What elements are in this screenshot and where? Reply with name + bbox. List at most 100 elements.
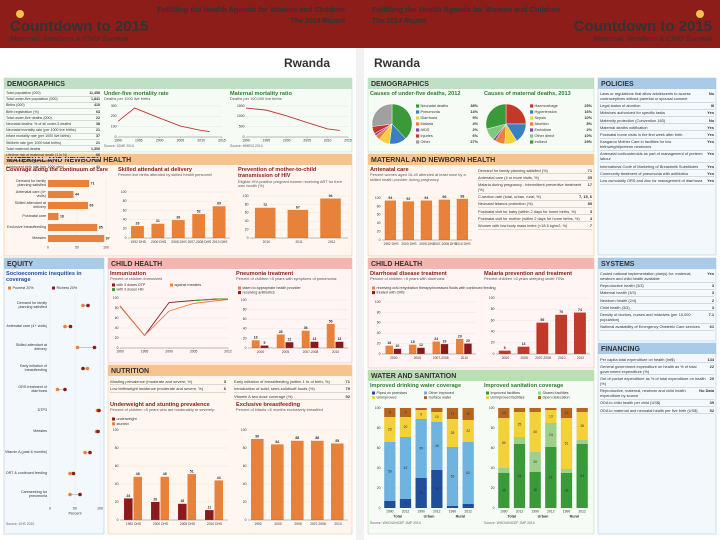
x-tick-label: 0: [49, 506, 51, 510]
stat-row: Early initiation of breastfeeding (withi…: [234, 378, 350, 386]
row-value: 61: [709, 324, 714, 330]
bar: [464, 343, 472, 354]
chart-title: Prevention of mother-to-child transmissi…: [238, 167, 317, 180]
y-tick-label: 20: [115, 500, 119, 504]
stack-segment: [498, 408, 510, 418]
row-value: Yes: [707, 170, 714, 176]
chart-subtitle: Deaths per 100,000 live births: [230, 96, 282, 102]
list-row: Community treatment of pneumonia with an…: [600, 170, 714, 178]
category-label: Measles: [33, 428, 47, 433]
dot: [97, 408, 101, 413]
x-tick-label: 2010: [197, 139, 205, 143]
row-label: Neonatal tetanus protection (%): [478, 201, 533, 207]
x-tick-label: 2000: [257, 350, 265, 354]
bar: [214, 480, 224, 520]
bar: [254, 207, 276, 238]
value-label: 13: [549, 414, 553, 418]
row-value: Yes: [707, 151, 714, 157]
x-tick-label: 2012: [433, 510, 441, 514]
bar: [402, 201, 415, 240]
stack-segment: [560, 473, 573, 508]
category-label: Measles: [32, 235, 46, 240]
y-tick-label: 100: [113, 296, 119, 300]
value-label: 25: [388, 427, 392, 431]
row-label: Births (000): [6, 103, 25, 108]
value-label: 11: [451, 411, 455, 415]
stat-row: Wasting prevalence (moderate and severe,…: [110, 378, 226, 386]
x-tick-label: 2000: [283, 139, 291, 143]
value-label: 9: [420, 412, 422, 416]
value-label: 19: [442, 340, 446, 344]
section-title: CHILD HEALTH: [111, 261, 162, 268]
legend-swatch: [372, 286, 375, 290]
chart-heading: Antenatal care Percent women aged 15-49 a…: [370, 167, 474, 182]
y-tick-label: 100: [375, 300, 381, 304]
x-tick-label: 2007-2008: [433, 356, 449, 360]
x-tick-label: 1990: [417, 510, 425, 514]
y-tick-label: 80: [115, 446, 119, 450]
section-header: [368, 154, 594, 165]
row-label: Laws or regulations that allow adolescen…: [600, 91, 691, 102]
group-label: Rural: [456, 514, 465, 518]
chart-heading: Causes of maternal deaths, 2013: [484, 91, 594, 97]
value-label: 94: [329, 194, 333, 198]
row-label: Lifetime risk of maternal death (1 in N): [6, 152, 67, 157]
x-tick-label: 2012: [328, 240, 336, 244]
row-label: National availability of Emergency Obste…: [600, 324, 700, 330]
value-label: 10%: [584, 116, 592, 120]
row-label: Total under-five deaths (000): [6, 115, 52, 120]
value-label: 20: [404, 425, 408, 429]
value-label: 22: [466, 429, 470, 433]
value-label: 20: [153, 497, 157, 501]
legend-label: Neonatal deaths: [421, 104, 449, 108]
row-label: Per capita total expenditure on health (…: [600, 356, 675, 362]
value-label: 30: [419, 491, 423, 495]
value-label: 69: [217, 202, 221, 206]
stack-segment: [462, 420, 474, 442]
list-row: Stillbirth rate (per 1000 total births) 2…: [6, 140, 100, 147]
row-label: Antenatal corticosteroids as part of man…: [600, 151, 703, 162]
y-tick-label: 20: [245, 227, 249, 231]
stack-segment: [498, 468, 510, 473]
bar: [385, 345, 393, 354]
list-row: Per capita total expenditure on health (…: [600, 356, 714, 364]
stack-segment: [384, 501, 396, 508]
chart-heading: Diarrhoeal disease treatment Percent of c…: [370, 271, 478, 282]
bar: [440, 344, 449, 354]
legend-label: Improved facilities: [491, 391, 521, 395]
value-label: 44: [75, 192, 79, 196]
x-tick-label: 2012: [402, 510, 410, 514]
bar: [285, 342, 294, 348]
row-label: Adolescent birth rate (per 1000 girls): [6, 165, 65, 170]
stack-segment: [462, 442, 474, 504]
row-label: Total population (000): [6, 91, 41, 96]
value-label: 52: [197, 210, 201, 214]
row-value: 3: [711, 304, 714, 310]
legend-label: receiving antibiotics: [243, 291, 275, 295]
legend-label: Open defecation: [543, 396, 570, 400]
chart-heading: Pneumonia treatment Percent of children <…: [236, 271, 350, 282]
country-name: Rwanda: [374, 56, 420, 70]
list-row: ODA to child health per child (US$) 39: [600, 400, 714, 407]
list-row: Total under-five population (000) 1,841: [6, 97, 100, 103]
chart-subtitle: Percent of children <5 years who are mod…: [110, 407, 215, 413]
y-tick-label: 100: [375, 196, 381, 200]
y-tick-label: 60: [243, 464, 247, 468]
y-tick-label: 80: [491, 426, 495, 430]
value-label: 36: [304, 326, 308, 330]
legend-label: Haemorrhage: [535, 104, 558, 108]
legend-label: underweight: [117, 417, 137, 421]
chart-heading: Skilled attendant at delivery Percent liv…: [118, 167, 232, 178]
row-label: Total fertility rate (per woman): [6, 159, 54, 164]
y-tick-label: 100: [489, 296, 495, 300]
row-label: Neonatal mortality rate (per 1000 live b…: [6, 128, 76, 133]
report-title: Fulfilling the Health Agenda for Women a…: [157, 5, 345, 14]
value-label: 84: [275, 440, 279, 444]
row-value: 3: [711, 290, 714, 296]
row-value: Yes: [707, 139, 714, 145]
row-value: No: [708, 91, 714, 97]
row-label: Maternity protection (Convention 183): [600, 117, 666, 123]
chart-heading: Causes of under-five deaths, 2012: [370, 91, 480, 97]
value-label: 50: [329, 319, 333, 323]
value-label: 27%: [470, 140, 478, 144]
